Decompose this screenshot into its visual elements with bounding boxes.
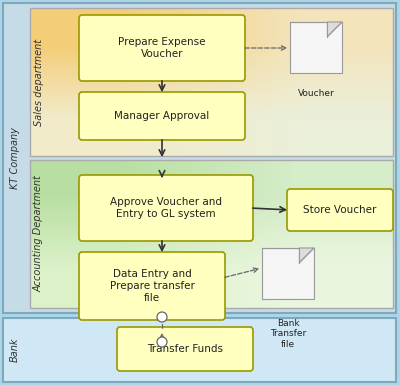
Bar bbox=[3, 318, 396, 382]
Bar bbox=[30, 8, 393, 156]
Circle shape bbox=[157, 337, 167, 347]
Text: Bank
Transfer
file: Bank Transfer file bbox=[270, 319, 306, 349]
Text: Voucher: Voucher bbox=[298, 89, 334, 98]
FancyBboxPatch shape bbox=[79, 15, 245, 81]
Circle shape bbox=[157, 312, 167, 322]
FancyBboxPatch shape bbox=[117, 327, 253, 371]
Text: Sales department: Sales department bbox=[34, 38, 44, 126]
Text: Prepare Expense
Voucher: Prepare Expense Voucher bbox=[118, 37, 206, 59]
FancyBboxPatch shape bbox=[79, 175, 253, 241]
Text: Transfer Funds: Transfer Funds bbox=[147, 344, 223, 354]
Text: KT Company: KT Company bbox=[10, 127, 20, 189]
Text: Store Voucher: Store Voucher bbox=[303, 205, 377, 215]
Text: Data Entry and
Prepare transfer
file: Data Entry and Prepare transfer file bbox=[110, 270, 194, 303]
Polygon shape bbox=[300, 248, 314, 263]
FancyBboxPatch shape bbox=[79, 92, 245, 140]
Text: Manager Approval: Manager Approval bbox=[114, 111, 210, 121]
Text: Accounting Department: Accounting Department bbox=[34, 176, 44, 293]
FancyBboxPatch shape bbox=[287, 189, 393, 231]
Text: Bank: Bank bbox=[10, 338, 20, 362]
Bar bbox=[30, 160, 393, 308]
FancyBboxPatch shape bbox=[79, 252, 225, 320]
Polygon shape bbox=[328, 22, 342, 37]
Bar bbox=[3, 3, 396, 313]
Bar bbox=[262, 248, 314, 299]
Text: Approve Voucher and
Entry to GL system: Approve Voucher and Entry to GL system bbox=[110, 197, 222, 219]
Bar bbox=[290, 22, 342, 73]
